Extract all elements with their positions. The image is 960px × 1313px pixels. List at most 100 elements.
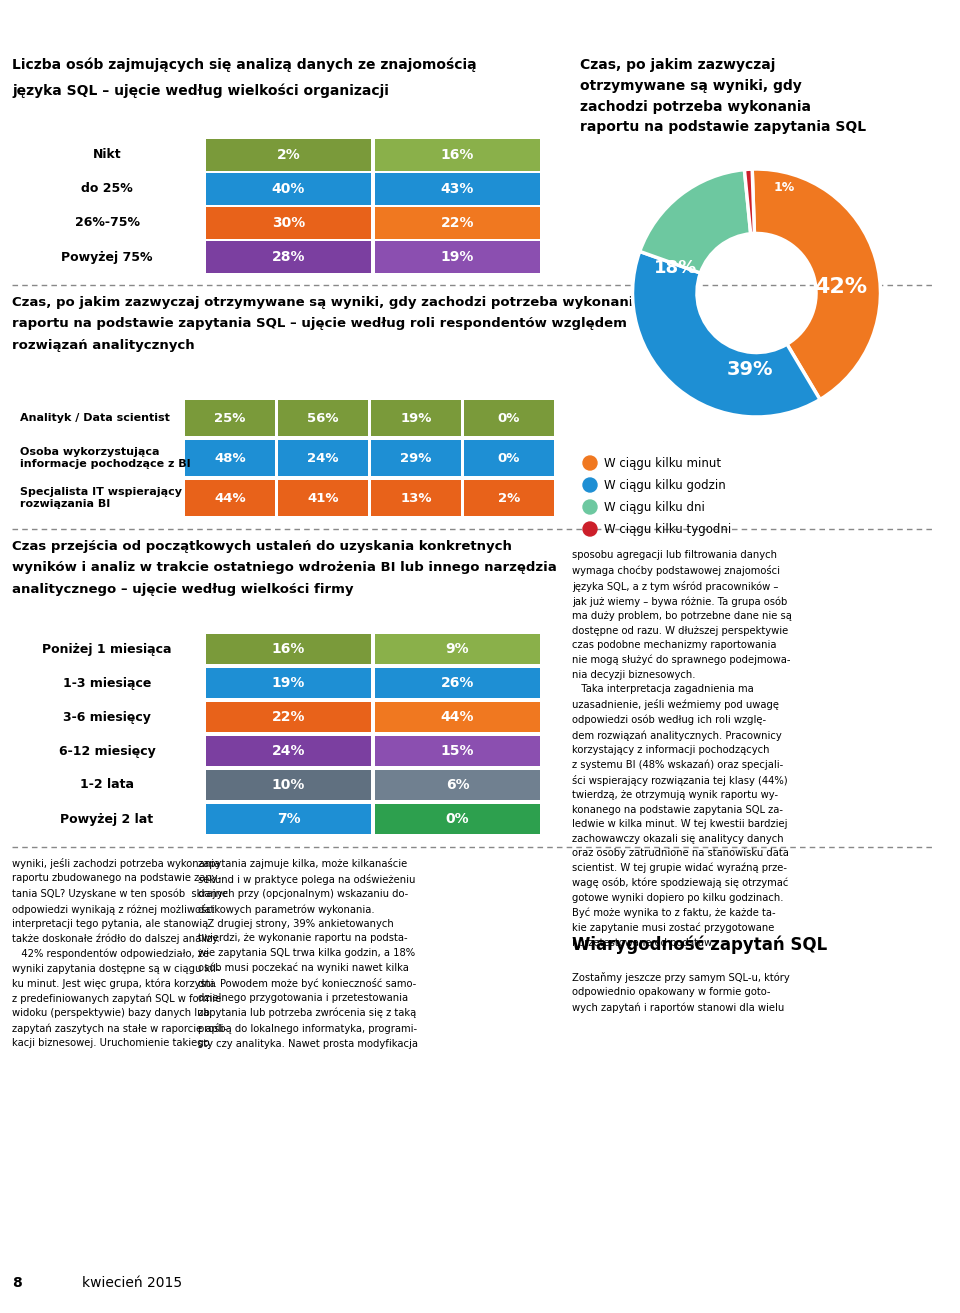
FancyBboxPatch shape <box>185 440 275 477</box>
Text: 19%: 19% <box>441 249 474 264</box>
Text: 18%: 18% <box>655 259 698 277</box>
FancyBboxPatch shape <box>206 207 371 239</box>
FancyBboxPatch shape <box>206 804 371 834</box>
Text: 44%: 44% <box>214 491 246 504</box>
Text: 25%: 25% <box>214 411 246 424</box>
FancyBboxPatch shape <box>375 769 540 801</box>
Text: 48%: 48% <box>214 452 246 465</box>
Text: 8: 8 <box>12 1276 22 1289</box>
Text: Analityk / Data scientist: Analityk / Data scientist <box>20 414 170 423</box>
Text: W ciągu kilku
dni: W ciągu kilku dni <box>376 368 456 389</box>
Text: analitycznego – ujęcie według wielkości firmy: analitycznego – ujęcie według wielkości … <box>12 583 353 596</box>
Wedge shape <box>633 251 820 418</box>
Text: 3-6 miesięcy: 3-6 miesięcy <box>63 710 151 723</box>
FancyBboxPatch shape <box>375 735 540 767</box>
Wedge shape <box>753 169 880 399</box>
Text: MŚP: MŚP <box>444 611 472 624</box>
Text: 16%: 16% <box>272 642 305 656</box>
Text: sposobu agregacji lub filtrowania danych
wymaga choćby podstawowej znajomości
ję: sposobu agregacji lub filtrowania danych… <box>572 550 792 948</box>
FancyBboxPatch shape <box>206 701 371 733</box>
FancyBboxPatch shape <box>278 400 368 436</box>
FancyBboxPatch shape <box>375 173 540 205</box>
Text: 9%: 9% <box>445 642 469 656</box>
Text: 13%: 13% <box>400 491 432 504</box>
Text: otrzymywane są wyniki, gdy: otrzymywane są wyniki, gdy <box>580 79 802 93</box>
FancyBboxPatch shape <box>375 701 540 733</box>
Text: Duże firmy i korporacje: Duże firmy i korporacje <box>211 611 366 624</box>
Text: W ciągu kilku
tygodni: W ciągu kilku tygodni <box>469 368 548 389</box>
Text: 1-3 miesiące: 1-3 miesiące <box>62 676 151 689</box>
Text: 43%: 43% <box>441 183 474 196</box>
FancyBboxPatch shape <box>206 769 371 801</box>
FancyBboxPatch shape <box>375 242 540 273</box>
Text: Poniżej 1 miesiąca: Poniżej 1 miesiąca <box>42 642 172 655</box>
FancyBboxPatch shape <box>464 440 554 477</box>
FancyBboxPatch shape <box>375 668 540 699</box>
FancyBboxPatch shape <box>371 481 461 516</box>
Text: 6%: 6% <box>445 779 469 792</box>
Text: 0%: 0% <box>498 411 520 424</box>
FancyBboxPatch shape <box>375 634 540 664</box>
Text: 1%: 1% <box>773 181 795 194</box>
Text: Czas, po jakim zazwyczaj: Czas, po jakim zazwyczaj <box>580 58 776 72</box>
Text: 6-12 miesięcy: 6-12 miesięcy <box>59 744 156 758</box>
Text: Powyżej 2 lat: Powyżej 2 lat <box>60 813 154 826</box>
FancyBboxPatch shape <box>206 668 371 699</box>
Circle shape <box>583 523 597 536</box>
FancyBboxPatch shape <box>464 481 554 516</box>
Text: MŚP: MŚP <box>444 117 472 130</box>
FancyBboxPatch shape <box>464 400 554 436</box>
FancyBboxPatch shape <box>206 242 371 273</box>
Text: języka SQL – ujęcie według wielkości organizacji: języka SQL – ujęcie według wielkości org… <box>12 84 389 98</box>
FancyBboxPatch shape <box>206 634 371 664</box>
Text: 30%: 30% <box>272 217 305 230</box>
Text: 22%: 22% <box>272 710 305 723</box>
Text: raportu na podstawie zapytania SQL – ujęcie według roli respondentów względem: raportu na podstawie zapytania SQL – uję… <box>12 318 627 331</box>
Text: W ciągu kilku minut: W ciągu kilku minut <box>604 457 721 470</box>
Text: 28%: 28% <box>272 249 305 264</box>
Text: 24%: 24% <box>272 744 305 758</box>
Text: Liczba osób zajmujących się analizą danych ze znajomością: Liczba osób zajmujących się analizą dany… <box>12 58 476 72</box>
Text: 56%: 56% <box>307 411 339 424</box>
Text: raportu na podstawie zapytania SQL: raportu na podstawie zapytania SQL <box>580 121 866 134</box>
Text: 22%: 22% <box>441 217 474 230</box>
FancyBboxPatch shape <box>278 440 368 477</box>
FancyBboxPatch shape <box>206 735 371 767</box>
Text: zapytania zajmuje kilka, może kilkanaście
sekund i w praktyce polega na odświeże: zapytania zajmuje kilka, może kilkanaści… <box>198 857 418 1049</box>
Text: W ciągu kilku
godzin: W ciągu kilku godzin <box>283 368 363 389</box>
Text: 39%: 39% <box>727 360 774 379</box>
Text: zachodzi potrzeba wykonania: zachodzi potrzeba wykonania <box>580 100 811 114</box>
FancyBboxPatch shape <box>206 139 371 171</box>
Text: Nikt: Nikt <box>93 148 121 161</box>
Text: 29%: 29% <box>400 452 432 465</box>
Text: kwiecień 2015: kwiecień 2015 <box>82 1276 182 1289</box>
Text: Duże firmy i korporacje: Duże firmy i korporacje <box>211 117 366 130</box>
Text: 26%: 26% <box>441 676 474 691</box>
Text: do 25%: do 25% <box>82 183 132 196</box>
FancyBboxPatch shape <box>278 481 368 516</box>
Text: 0%: 0% <box>498 452 520 465</box>
Text: 7%: 7% <box>276 811 300 826</box>
FancyBboxPatch shape <box>375 139 540 171</box>
Text: Specjalista IT wspierający
rozwiązania BI: Specjalista IT wspierający rozwiązania B… <box>20 487 182 509</box>
FancyBboxPatch shape <box>375 804 540 834</box>
Text: 0%: 0% <box>445 811 469 826</box>
FancyBboxPatch shape <box>371 400 461 436</box>
Text: W ciągu kilku tygodni: W ciągu kilku tygodni <box>604 523 732 536</box>
Text: WYKORZYSTANIE SYSTEMÓW BI: WYKORZYSTANIE SYSTEMÓW BI <box>12 8 275 24</box>
FancyBboxPatch shape <box>371 440 461 477</box>
Text: 19%: 19% <box>272 676 305 691</box>
Circle shape <box>583 456 597 470</box>
Circle shape <box>583 478 597 492</box>
FancyBboxPatch shape <box>375 207 540 239</box>
Text: wyników i analiz w trakcie ostatniego wdrożenia BI lub innego narzędzia: wyników i analiz w trakcie ostatniego wd… <box>12 561 557 574</box>
Text: 42%: 42% <box>814 277 868 297</box>
Text: 40%: 40% <box>272 183 305 196</box>
Text: 16%: 16% <box>441 148 474 161</box>
Text: 10%: 10% <box>272 779 305 792</box>
Text: 26%-75%: 26%-75% <box>75 217 139 230</box>
Text: rozwiązań analitycznych: rozwiązań analitycznych <box>12 339 195 352</box>
Text: Powyżej 75%: Powyżej 75% <box>61 251 153 264</box>
Text: 1-2 lata: 1-2 lata <box>80 779 134 792</box>
Text: W ciągu kilku godzin: W ciągu kilku godzin <box>604 478 726 491</box>
